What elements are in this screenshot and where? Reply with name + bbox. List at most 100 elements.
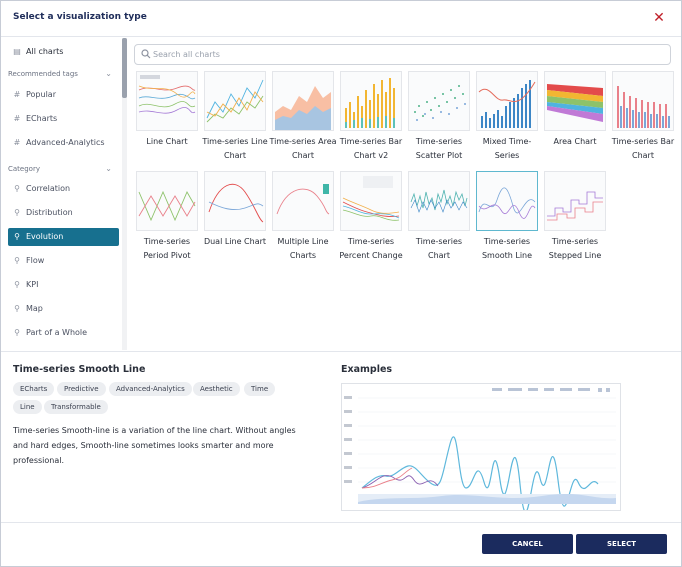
recommended-tags-heading[interactable]: Recommended tags ⌄ (8, 69, 112, 78)
chart-card-time-series-scatter-plot[interactable]: Time-series Scatter Plot (408, 71, 474, 167)
category-icon: ⚲ (14, 256, 20, 265)
category-icon: ⚲ (14, 208, 20, 217)
sidebar-item-label: Flow (26, 256, 45, 265)
chart-description: Time-series Smooth-line is a variation o… (13, 426, 296, 465)
sidebar-item-label: Correlation (26, 184, 71, 193)
chart-card-time-series-bar-chart[interactable]: Time-series Bar Chart (612, 71, 678, 167)
selected-chart-title: Time-series Smooth Line (13, 364, 146, 375)
chart-card-label: Time-series Chart (415, 237, 463, 260)
search-input[interactable] (153, 47, 653, 62)
chart-card-time-series-percent-change[interactable]: Time-series Percent Change (339, 171, 406, 267)
chart-card-label: Area Chart (553, 137, 597, 146)
tag-chip: Transformable (44, 400, 108, 414)
sidebar-item-label: ECharts (26, 114, 58, 123)
tag-chip: ECharts (13, 382, 55, 396)
select-button[interactable]: SELECT (576, 534, 667, 554)
category-icon: ⚲ (14, 328, 20, 337)
chart-card-time-series-stepped-line[interactable]: Time-series Stepped Line (544, 171, 610, 267)
category-icon: ⚲ (14, 304, 20, 313)
chart-card-area-chart[interactable]: Area Chart (544, 71, 610, 167)
chart-card-time-series-chart[interactable]: Time-series Chart (408, 171, 474, 267)
category-icon: ⚲ (14, 232, 20, 241)
chart-thumbnail (612, 71, 674, 131)
chart-thumbnail (340, 71, 402, 131)
section-divider (1, 351, 681, 352)
chart-card-mixed-time-series[interactable]: Mixed Time-Series (476, 71, 542, 167)
chart-card-time-series-area-chart[interactable]: Time-series Area Chart (269, 71, 338, 167)
sidebar-item-flow[interactable]: ⚲ Flow (8, 252, 119, 270)
chart-card-multiple-line-charts[interactable]: Multiple Line Charts (272, 171, 338, 267)
sidebar-item-label: All charts (26, 47, 64, 56)
tag-chip: Advanced-Analytics (109, 382, 192, 396)
hash-icon: # (13, 90, 21, 99)
cancel-button[interactable]: CANCEL (482, 534, 573, 554)
chart-thumbnail (340, 171, 402, 231)
chart-card-label: Mixed Time-Series (482, 137, 532, 160)
sidebar-item-label: Evolution (26, 232, 64, 241)
category-icon: ⚲ (14, 184, 20, 193)
sidebar-scrollbar-thumb[interactable] (122, 38, 127, 98)
sidebar: ▤ All charts Recommended tags ⌄ # Popula… (1, 38, 129, 350)
chart-card-time-series-period-pivot[interactable]: Time-series Period Pivot (136, 171, 202, 267)
chart-card-time-series-bar-chart-v2[interactable]: Time-series Bar Chart v2 (340, 71, 406, 167)
sidebar-item-label: Advanced-Analytics (26, 138, 105, 147)
chart-card-time-series-line-chart[interactable]: Time-series Line Chart (202, 71, 270, 167)
sidebar-item-label: KPI (26, 280, 39, 289)
category-heading[interactable]: Category ⌄ (8, 164, 112, 173)
search-box (134, 44, 671, 65)
sidebar-item-distribution[interactable]: ⚲ Distribution (8, 204, 119, 222)
chart-card-label: Line Chart (146, 137, 188, 146)
sidebar-item-popular[interactable]: # Popular (8, 86, 119, 104)
sidebar-item-map[interactable]: ⚲ Map (8, 300, 119, 318)
sidebar-item-part-of-a-whole[interactable]: ⚲ Part of a Whole (8, 324, 119, 342)
tag-chip: Line (13, 400, 42, 414)
sidebar-item-label: Part of a Whole (26, 328, 88, 337)
chevron-down-icon: ⌄ (105, 69, 112, 78)
category-icon: ⚲ (14, 280, 20, 289)
tag-chip: Aesthetic (193, 382, 240, 396)
sidebar-item-label: Map (26, 304, 43, 313)
chart-card-label: Time-series Smooth Line (481, 237, 533, 260)
sidebar-item-advanced-analytics[interactable]: # Advanced-Analytics (8, 134, 119, 152)
chart-thumbnail (544, 171, 606, 231)
chart-card-label: Time-series Period Pivot (143, 237, 191, 260)
chart-card-dual-line-chart[interactable]: Dual Line Chart (204, 171, 270, 267)
dialog-header: Select a visualization type ✕ (1, 1, 681, 37)
chevron-down-icon: ⌄ (105, 164, 112, 173)
chart-thumbnail (272, 71, 334, 131)
chart-thumbnail (136, 71, 198, 131)
chart-card-label: Dual Line Chart (203, 237, 267, 246)
chart-type-grid: Line Chart Time-series Line Chart Time-s… (134, 71, 674, 343)
chart-card-label: Time-series Bar Chart (611, 137, 675, 160)
chart-card-label: Time-series Percent Change (339, 237, 403, 260)
examples-heading: Examples (341, 364, 393, 375)
chart-thumbnail (204, 71, 266, 131)
chart-thumbnail (476, 171, 538, 231)
close-icon[interactable]: ✕ (653, 10, 665, 26)
chart-card-line-chart[interactable]: Line Chart (136, 71, 202, 167)
sidebar-item-kpi[interactable]: ⚲ KPI (8, 276, 119, 294)
search-icon (141, 49, 151, 59)
hash-icon: # (13, 138, 21, 147)
sidebar-item-echarts[interactable]: # ECharts (8, 110, 119, 128)
sidebar-item-evolution[interactable]: ⚲ Evolution (8, 228, 119, 246)
section-heading-label: Recommended tags (8, 70, 78, 78)
sidebar-item-correlation[interactable]: ⚲ Correlation (8, 180, 119, 198)
chart-card-label: Time-series Scatter Plot (415, 137, 463, 160)
chart-thumbnail (408, 71, 470, 131)
sidebar-scrollbar-track[interactable] (122, 38, 127, 350)
chart-thumbnail (476, 71, 538, 131)
chart-card-label: Time-series Area Chart (269, 137, 337, 160)
chart-thumbnail (136, 171, 198, 231)
section-heading-label: Category (8, 165, 40, 173)
chart-thumbnail (408, 171, 470, 231)
chart-card-label: Time-series Stepped Line (548, 237, 602, 260)
chart-card-label: Time-series Line Chart (202, 137, 268, 160)
dialog-title: Select a visualization type (13, 12, 147, 22)
tag-chip: Time (244, 382, 276, 396)
chart-card-time-series-smooth-line[interactable]: Time-series Smooth Line (476, 171, 542, 267)
chart-card-label: Multiple Line Charts (277, 237, 329, 260)
sidebar-item-all-charts[interactable]: ▤ All charts (8, 43, 119, 61)
tag-chip: Predictive (57, 382, 106, 396)
